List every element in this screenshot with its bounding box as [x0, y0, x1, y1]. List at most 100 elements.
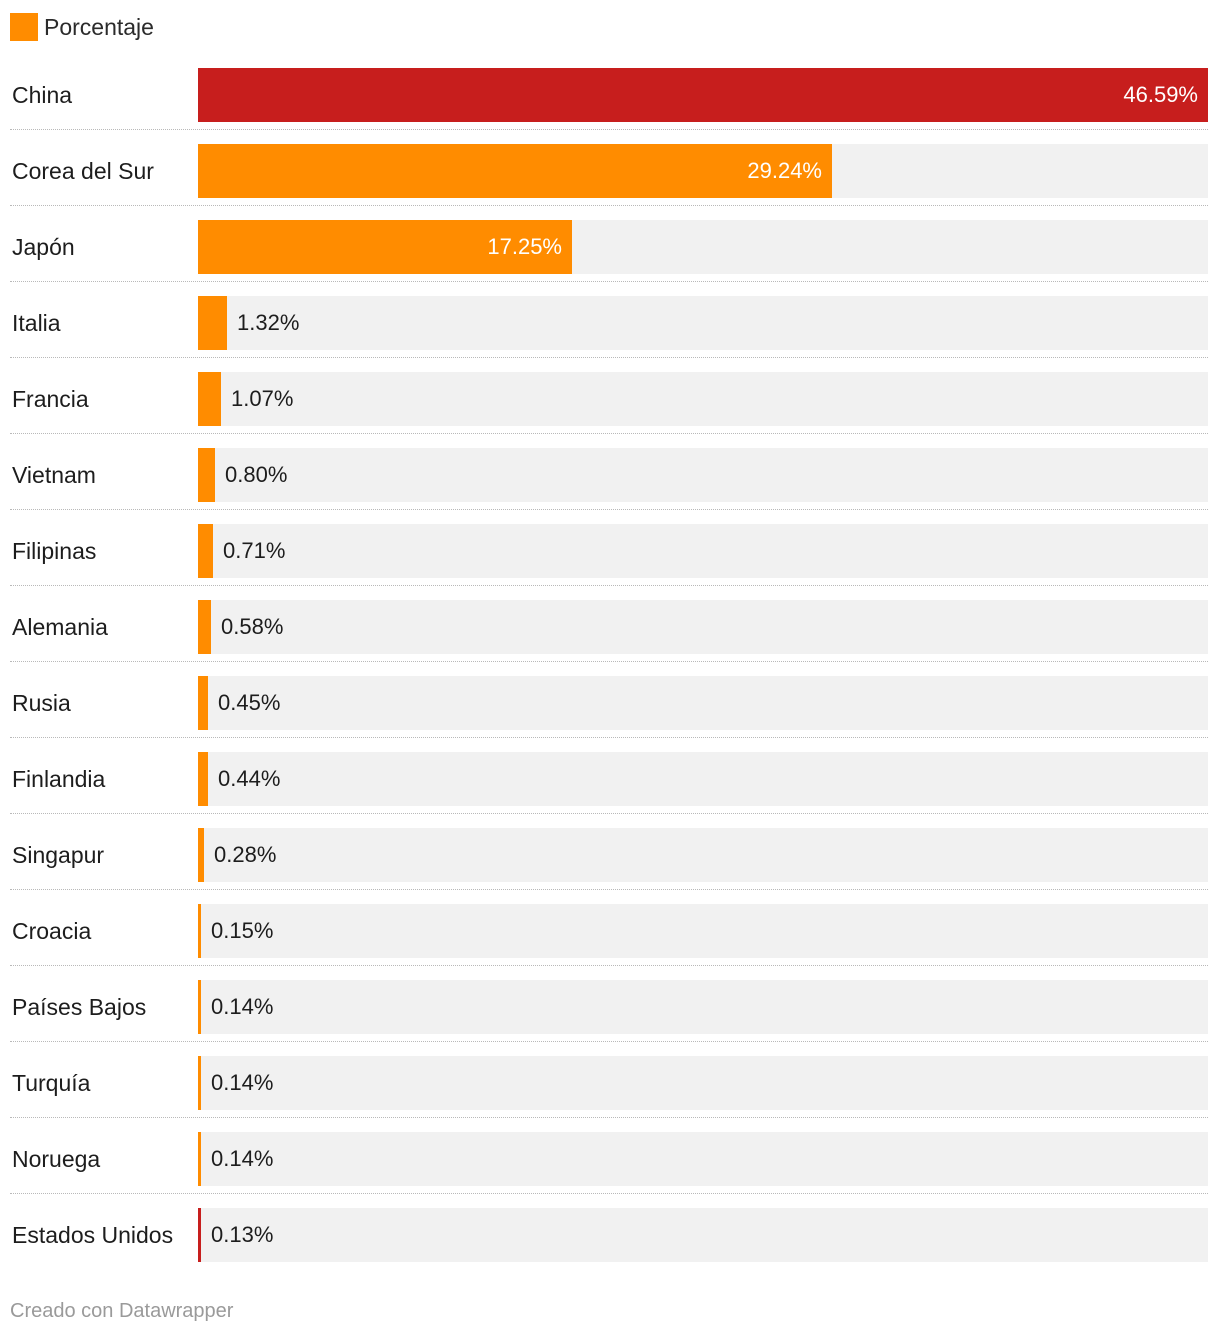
- bar-value-label: 0.45%: [218, 690, 281, 715]
- bar-category-label: Francia: [12, 386, 89, 412]
- bar-value-label: 1.07%: [231, 386, 294, 411]
- bar-track: 0.45%: [198, 676, 1208, 730]
- bar-category-label: Japón: [12, 234, 75, 260]
- bar-row: Noruega 0.14%: [0, 1118, 1220, 1194]
- bar-track: 0.15%: [198, 904, 1208, 958]
- bar-value-label: 0.71%: [223, 538, 286, 563]
- bar: [198, 524, 213, 578]
- bar-track: 17.25%: [198, 220, 1208, 274]
- bar-track: 0.14%: [198, 1056, 1208, 1110]
- bar-row: Singapur 0.28%: [0, 814, 1220, 890]
- bar-value-label: 0.13%: [211, 1222, 274, 1247]
- legend-swatch: [10, 13, 38, 41]
- bar: [198, 752, 208, 806]
- bar: [198, 372, 221, 426]
- row-divider: [10, 1041, 1208, 1042]
- bar-value-label: 46.59%: [1123, 82, 1198, 107]
- bar: [198, 1056, 201, 1110]
- bar-value-label: 29.24%: [747, 158, 822, 183]
- bar-value-label: 0.14%: [211, 1070, 274, 1095]
- bar-row: Vietnam 0.80%: [0, 434, 1220, 510]
- bar-category-label: Noruega: [12, 1146, 101, 1172]
- bar-value-label: 0.80%: [225, 462, 288, 487]
- bar-category-label: Rusia: [12, 690, 71, 716]
- bar: [198, 1208, 201, 1262]
- bar-category-label: Turquía: [12, 1070, 91, 1096]
- bar-track: 0.13%: [198, 1208, 1208, 1262]
- bar-value-label: 0.58%: [221, 614, 284, 639]
- bar: [198, 1132, 201, 1186]
- row-divider: [10, 965, 1208, 966]
- bar: [198, 676, 208, 730]
- bar-track: 1.07%: [198, 372, 1208, 426]
- bar-category-label: Alemania: [12, 614, 108, 640]
- bar-row: Estados Unidos 0.13%: [0, 1194, 1220, 1270]
- bar-category-label: Singapur: [12, 842, 105, 868]
- bar-row: Italia 1.32%: [0, 282, 1220, 358]
- row-divider: [10, 433, 1208, 434]
- bar-track: 1.32%: [198, 296, 1208, 350]
- bar-value-label: 0.44%: [218, 766, 281, 791]
- bar-track: 0.58%: [198, 600, 1208, 654]
- bar: [198, 600, 211, 654]
- row-divider: [10, 357, 1208, 358]
- bar-row: Finlandia 0.44%: [0, 738, 1220, 814]
- bar-track: 0.71%: [198, 524, 1208, 578]
- row-divider: [10, 889, 1208, 890]
- bar-track: 29.24%: [198, 144, 1208, 198]
- bar-value-label: 0.28%: [214, 842, 277, 867]
- row-divider: [10, 585, 1208, 586]
- bar-track: 0.80%: [198, 448, 1208, 502]
- bar-category-label: Vietnam: [12, 462, 96, 488]
- bar-row: Francia 1.07%: [0, 358, 1220, 434]
- bar-category-label: Filipinas: [12, 538, 97, 564]
- bar-row: Alemania 0.58%: [0, 586, 1220, 662]
- bar-value-label: 0.14%: [211, 994, 274, 1019]
- bar-category-label: Corea del Sur: [12, 158, 154, 184]
- bar-value-label: 17.25%: [487, 234, 562, 259]
- bar: [198, 296, 227, 350]
- bar-track: 46.59%: [198, 68, 1208, 122]
- bar-chart: China 46.59% Corea del Sur 29.24% Japón 17.25…: [0, 54, 1220, 1270]
- bar-track: 0.14%: [198, 980, 1208, 1034]
- bar-track: 0.14%: [198, 1132, 1208, 1186]
- row-divider: [10, 661, 1208, 662]
- bar: [198, 68, 1208, 122]
- bar: [198, 904, 201, 958]
- bar-row: Corea del Sur 29.24%: [0, 130, 1220, 206]
- bar-category-label: China: [12, 82, 73, 108]
- footer-credit: Creado con Datawrapper: [10, 1300, 234, 1322]
- bar-row: Filipinas 0.71%: [0, 510, 1220, 586]
- bar: [198, 980, 201, 1034]
- bar-track: 0.28%: [198, 828, 1208, 882]
- bar-row: Rusia 0.45%: [0, 662, 1220, 738]
- bar-row: China 46.59%: [0, 54, 1220, 130]
- row-divider: [10, 205, 1208, 206]
- bar-row: Turquía 0.14%: [0, 1042, 1220, 1118]
- bar-category-label: Italia: [12, 310, 61, 336]
- bar-row: Países Bajos 0.14%: [0, 966, 1220, 1042]
- row-divider: [10, 737, 1208, 738]
- bar-category-label: Estados Unidos: [12, 1222, 174, 1248]
- row-divider: [10, 129, 1208, 130]
- bar-value-label: 1.32%: [237, 310, 300, 335]
- bar-category-label: Países Bajos: [12, 994, 147, 1020]
- bar: [198, 144, 832, 198]
- bar-row: Croacia 0.15%: [0, 890, 1220, 966]
- row-divider: [10, 509, 1208, 510]
- row-divider: [10, 281, 1208, 282]
- bar: [198, 220, 572, 274]
- bar-category-label: Croacia: [12, 918, 92, 944]
- bar-category-label: Finlandia: [12, 766, 106, 792]
- chart-legend: Porcentaje: [10, 12, 154, 42]
- bar-value-label: 0.15%: [211, 918, 274, 943]
- bar: [198, 828, 204, 882]
- legend-label: Porcentaje: [44, 13, 154, 40]
- row-divider: [10, 1193, 1208, 1194]
- bar-row: Japón 17.25%: [0, 206, 1220, 282]
- row-divider: [10, 1117, 1208, 1118]
- bar-value-label: 0.14%: [211, 1146, 274, 1171]
- bar-track: 0.44%: [198, 752, 1208, 806]
- bar: [198, 448, 215, 502]
- row-divider: [10, 813, 1208, 814]
